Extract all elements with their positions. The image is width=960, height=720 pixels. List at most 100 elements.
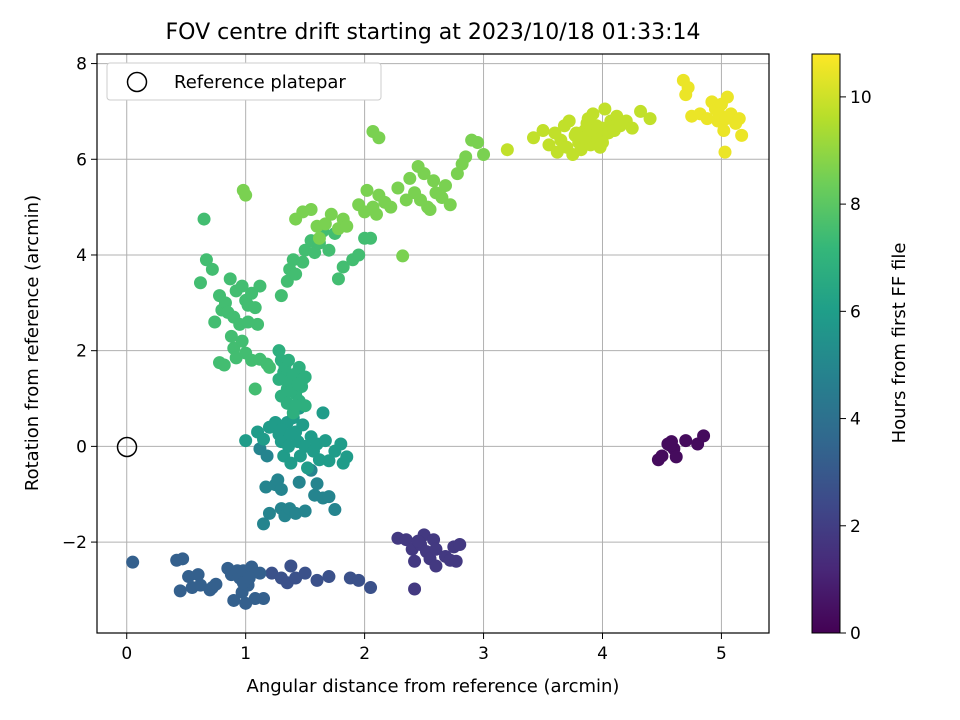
data-point	[176, 552, 190, 566]
data-point	[296, 418, 310, 432]
data-point	[274, 289, 288, 303]
data-point	[595, 136, 609, 150]
x-tick-label: 5	[716, 644, 727, 664]
x-tick-label: 3	[478, 644, 489, 664]
data-point	[209, 577, 223, 591]
data-point	[262, 360, 276, 374]
data-point	[471, 136, 485, 150]
data-point	[536, 124, 550, 138]
data-point	[663, 438, 677, 452]
data-point	[296, 255, 310, 269]
y-axis-ticks: −2 0 2 4 6 8	[62, 55, 97, 553]
data-point	[257, 592, 271, 606]
data-point	[235, 334, 249, 348]
data-point	[239, 188, 253, 202]
data-point	[284, 559, 298, 573]
x-axis-ticks: 0 1 2 3 4 5	[121, 633, 727, 664]
data-point	[274, 482, 288, 496]
data-point	[126, 555, 140, 569]
colorbar-tick-label: 8	[850, 195, 861, 215]
data-point	[370, 207, 384, 221]
data-point	[669, 450, 683, 464]
data-point	[429, 542, 443, 556]
data-point	[291, 377, 305, 391]
data-point	[316, 406, 330, 420]
x-axis-label: Angular distance from reference (arcmin)	[247, 676, 620, 697]
data-point	[720, 90, 734, 104]
colorbar: 0 2 4 6 8 10 Hours from first FF file	[811, 53, 910, 644]
data-point	[336, 260, 350, 274]
data-point	[260, 449, 274, 463]
data-point	[697, 429, 711, 443]
data-point	[403, 171, 417, 185]
data-point	[318, 217, 332, 231]
data-points	[126, 73, 749, 610]
legend-entry: Reference platepar	[174, 72, 346, 93]
data-point	[298, 504, 312, 518]
data-point	[301, 461, 315, 475]
data-point	[310, 477, 324, 491]
data-point	[257, 517, 271, 531]
data-point	[253, 279, 267, 293]
data-point	[527, 131, 541, 145]
data-point	[453, 537, 467, 551]
data-point	[322, 490, 336, 504]
data-point	[408, 554, 422, 568]
colorbar-tick-label: 4	[850, 410, 861, 430]
data-point	[239, 434, 253, 448]
data-point	[292, 360, 306, 374]
colorbar-gradient	[811, 53, 841, 634]
y-tick-label: 6	[76, 150, 87, 170]
x-tick-label: 4	[597, 644, 608, 664]
data-point	[679, 434, 693, 448]
data-point	[197, 212, 211, 226]
data-point	[205, 262, 219, 276]
colorbar-tick-label: 10	[850, 88, 872, 108]
x-tick-label: 0	[121, 644, 132, 664]
data-point	[199, 253, 213, 267]
data-point	[732, 112, 746, 126]
data-point	[318, 434, 332, 448]
colorbar-tick-label: 6	[850, 302, 861, 322]
data-point	[241, 315, 255, 329]
data-point	[719, 112, 733, 126]
data-point	[272, 372, 286, 386]
data-point	[500, 143, 514, 157]
data-point	[217, 358, 231, 372]
data-point	[328, 503, 342, 517]
data-point	[248, 301, 262, 315]
data-point	[248, 382, 262, 396]
data-point	[625, 121, 639, 135]
data-point	[253, 566, 267, 580]
data-point	[598, 102, 612, 116]
data-point	[312, 231, 326, 245]
data-point	[322, 243, 336, 257]
data-point	[262, 506, 276, 520]
data-point	[289, 267, 303, 281]
data-point	[391, 181, 405, 195]
data-point	[312, 453, 326, 467]
data-point	[459, 150, 473, 164]
data-point	[340, 450, 354, 464]
data-point	[396, 249, 410, 263]
data-point	[235, 279, 249, 293]
y-axis-label: Rotation from reference (arcmin)	[22, 195, 43, 491]
data-point	[372, 131, 386, 145]
data-point	[340, 219, 354, 233]
data-point	[322, 570, 336, 584]
data-point	[191, 568, 205, 582]
reference-platepar-marker	[116, 436, 138, 458]
data-point	[352, 573, 366, 587]
data-point	[242, 571, 256, 585]
data-point	[292, 475, 306, 489]
data-point	[443, 198, 457, 212]
data-point	[384, 200, 398, 214]
data-point	[717, 124, 731, 138]
y-tick-label: 8	[76, 55, 87, 75]
data-point	[408, 582, 422, 596]
data-point	[364, 231, 378, 245]
data-point	[634, 104, 648, 118]
y-tick-label: 4	[76, 246, 87, 266]
y-tick-label: 2	[76, 342, 87, 362]
data-point	[334, 437, 348, 451]
